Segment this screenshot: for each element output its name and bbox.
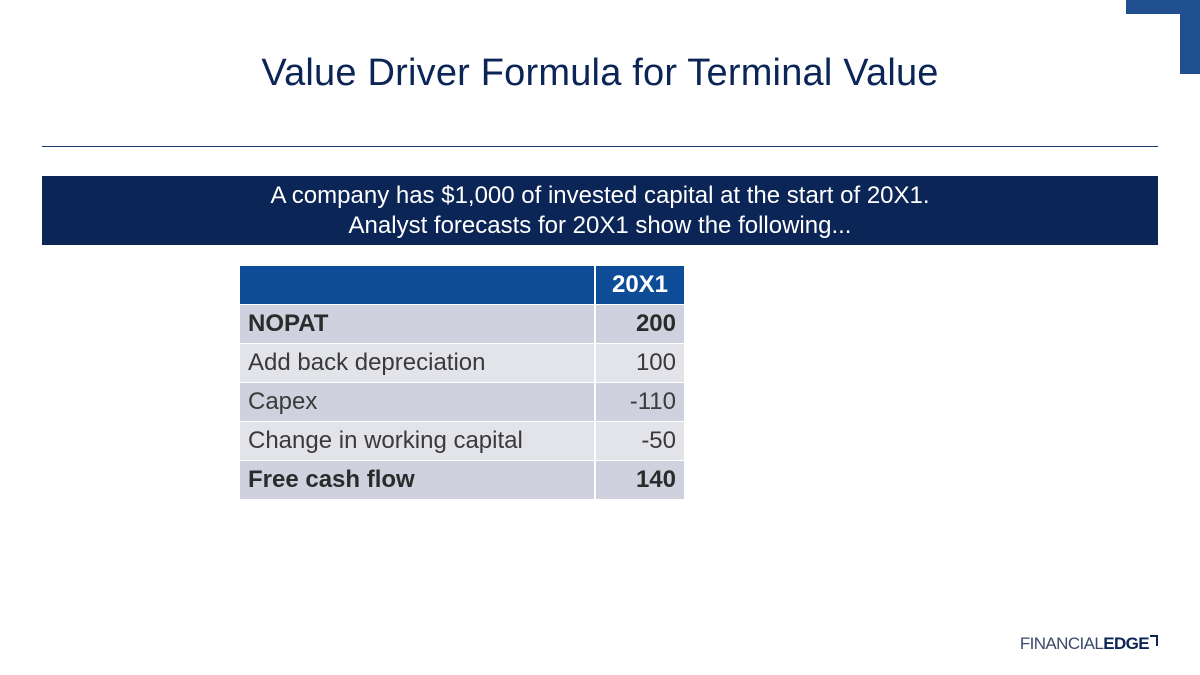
row-value: -110 (594, 382, 684, 422)
row-value: 200 (594, 304, 684, 344)
table-row: NOPAT 200 (240, 304, 684, 344)
row-label: Add back depreciation (240, 343, 595, 383)
logo-text-financial: FINANCIAL (1019, 634, 1104, 653)
row-value: 100 (594, 343, 684, 383)
free-cash-flow-table: 20X1 NOPAT 200 Add back depreciation 100… (240, 266, 684, 500)
row-value: -50 (594, 421, 684, 461)
slide-title: Value Driver Formula for Terminal Value (261, 52, 939, 94)
title-divider (42, 146, 1158, 147)
financial-edge-logo: FINANCIALEDGE (1020, 634, 1158, 654)
table-row: Change in working capital -50 (240, 421, 684, 461)
table-row: Free cash flow 140 (240, 460, 684, 500)
table-header-row: 20X1 (240, 266, 684, 305)
header-blank-cell (240, 266, 595, 305)
table-row: Capex -110 (240, 382, 684, 422)
corner-decoration (1126, 0, 1200, 74)
banner-line-2: Analyst forecasts for 20X1 show the foll… (348, 212, 852, 239)
table-row: Add back depreciation 100 (240, 343, 684, 383)
row-value: 140 (594, 460, 684, 500)
row-label: Change in working capital (240, 421, 595, 461)
row-label: NOPAT (240, 304, 595, 344)
header-year-cell: 20X1 (594, 266, 684, 305)
logo-corner-icon (1150, 635, 1158, 646)
row-label: Capex (240, 382, 595, 422)
banner-line-1: A company has $1,000 of invested capital… (270, 182, 930, 209)
logo-text-edge: EDGE (1103, 634, 1149, 653)
row-label: Free cash flow (240, 460, 595, 500)
info-banner: A company has $1,000 of invested capital… (42, 176, 1158, 245)
